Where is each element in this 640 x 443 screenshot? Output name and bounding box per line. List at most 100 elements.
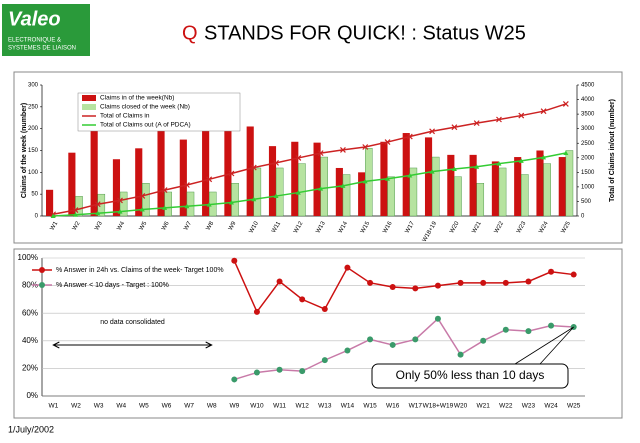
point (299, 368, 306, 375)
bar (246, 126, 254, 216)
series-line (53, 103, 567, 215)
x-tick-label: W6 (162, 403, 172, 410)
bar (186, 191, 195, 217)
x-tick-label: W14 (338, 220, 350, 234)
point (340, 146, 346, 153)
x-tick-label: W4 (116, 403, 126, 410)
x-tick-label: W11 (271, 220, 282, 234)
x-tick-label: W17 (405, 220, 417, 234)
bar (224, 128, 232, 216)
x-tick-label: W17 (409, 403, 423, 410)
x-tick-label: W25 (561, 220, 573, 234)
x-tick-label: W20 (454, 403, 468, 410)
logo: Valeo (8, 8, 61, 30)
point (406, 133, 413, 140)
y-tick-label: 250 (28, 104, 39, 110)
point (273, 193, 279, 199)
point (72, 212, 78, 217)
x-tick-label: W8 (207, 403, 217, 410)
point (161, 187, 168, 194)
point (407, 173, 413, 178)
point (206, 202, 212, 207)
point (162, 205, 168, 210)
point (570, 271, 577, 278)
date: 1/July/2002 (8, 424, 54, 434)
bar (112, 159, 121, 216)
bar (75, 196, 83, 217)
x-tick-label: W11 (273, 403, 286, 410)
y-axis-title: Claims of the week (number) (21, 103, 28, 198)
x-tick-label: W15 (360, 220, 372, 234)
bar (231, 183, 239, 217)
legend-marker (39, 282, 45, 288)
point (525, 328, 532, 335)
logo-sub: SYSTEMES DE LIAISON (8, 46, 76, 52)
bar (291, 141, 299, 216)
bar (335, 167, 343, 216)
logo-box (2, 4, 90, 56)
point (344, 347, 351, 354)
point (276, 366, 283, 373)
x-tick-label: W21 (471, 220, 483, 234)
point (295, 154, 302, 161)
point (276, 278, 283, 285)
point (541, 154, 547, 160)
bar (298, 163, 306, 217)
x-tick-label: W1 (48, 403, 58, 410)
x-tick-label: W2 (72, 220, 82, 231)
point (563, 150, 569, 155)
y-tick-label: 50 (31, 192, 38, 198)
bar (202, 130, 210, 216)
x-tick-label: W13 (315, 220, 327, 234)
point (384, 139, 391, 145)
legend-label: Total of Claims in (100, 113, 150, 120)
point (367, 279, 374, 286)
point (95, 210, 101, 216)
x-tick-label: W1 (50, 220, 60, 231)
x-tick-label: W4 (116, 220, 126, 231)
bar (431, 156, 440, 217)
y2-tick-label: 4500 (581, 83, 595, 89)
y-tick-label: 60% (22, 308, 38, 317)
point (250, 164, 257, 171)
point (474, 164, 480, 169)
bar (157, 128, 165, 216)
point (434, 282, 441, 289)
point (251, 196, 257, 202)
point (434, 315, 441, 322)
point (231, 257, 238, 264)
y-tick-label: 200 (28, 126, 39, 132)
point (562, 100, 569, 107)
x-tick-label: W21 (477, 403, 491, 410)
bar (164, 191, 172, 217)
bar (424, 137, 433, 216)
point (139, 192, 146, 199)
y-tick-label: 300 (28, 83, 39, 89)
bar (536, 150, 544, 216)
point (457, 351, 464, 358)
bar (90, 128, 98, 216)
point (72, 207, 79, 213)
point (206, 176, 213, 183)
x-tick-label: W12 (296, 403, 310, 410)
x-tick-label: W2 (71, 403, 81, 410)
point (525, 278, 532, 285)
logo-sub: ELECTRONIQUE & (8, 38, 61, 44)
series-line (234, 317, 574, 381)
x-tick-label: W7 (183, 220, 193, 231)
point (362, 178, 368, 184)
y-tick-label: 150 (28, 148, 39, 154)
y2-tick-label: 1000 (581, 184, 595, 190)
point (429, 128, 436, 135)
x-tick-label: W10 (250, 403, 264, 410)
bar (565, 150, 574, 217)
y2-tick-label: 3000 (581, 126, 595, 132)
bar (46, 189, 54, 216)
y2-tick-label: 500 (581, 199, 592, 205)
x-tick-label: W18+W19 (423, 403, 454, 410)
legend-marker (39, 267, 45, 273)
point (139, 206, 145, 212)
point (548, 322, 555, 329)
point (502, 326, 509, 333)
legend-swatch (82, 104, 96, 110)
